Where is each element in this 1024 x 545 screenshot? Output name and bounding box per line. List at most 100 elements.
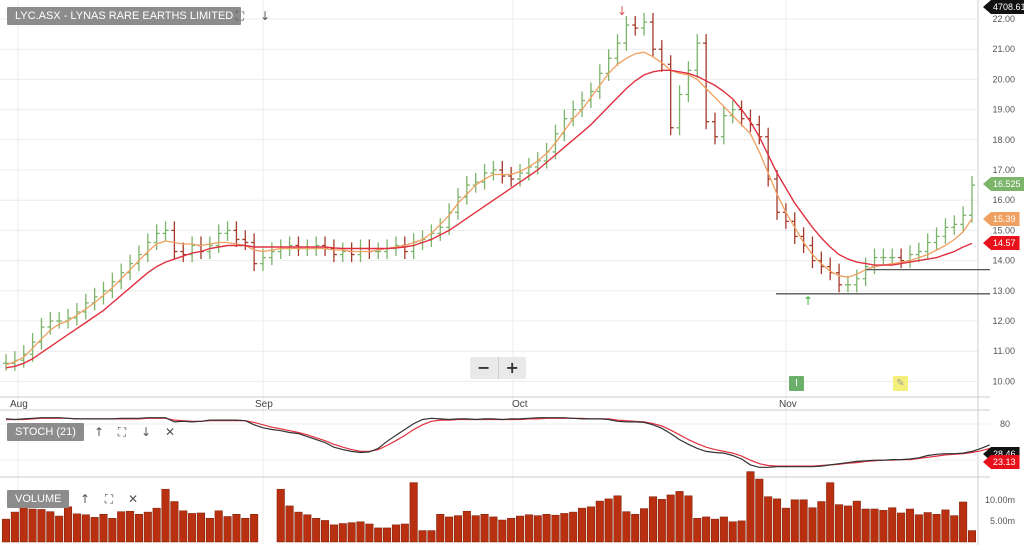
- price-tick-label: 18.00: [992, 135, 1015, 145]
- chart-title: LYC.ASX - LYNAS RARE EARTHS LIMITED: [7, 7, 242, 25]
- stoch-k-line: [5, 417, 990, 468]
- volume-bar: [285, 505, 294, 543]
- volume-bar: [365, 523, 374, 543]
- volume-bar: [312, 517, 321, 543]
- volume-bar: [338, 523, 347, 543]
- volume-bar: [702, 516, 711, 543]
- volume-bar: [99, 514, 108, 543]
- volume-bar: [471, 515, 480, 543]
- price-tick-label: 16.00: [992, 195, 1015, 205]
- volume-bar: [684, 495, 693, 543]
- volume-bar: [28, 508, 37, 543]
- close-icon[interactable]: ✕: [164, 425, 176, 439]
- volume-bar: [640, 508, 649, 543]
- support-lines: [776, 269, 990, 295]
- volume-bar: [250, 514, 259, 543]
- price-bars: [3, 12, 975, 371]
- volume-bar: [533, 515, 542, 543]
- volume-bar: [436, 514, 445, 543]
- close-icon[interactable]: ✕: [127, 492, 139, 506]
- arrow-down-icon[interactable]: ↓: [140, 425, 152, 439]
- volume-bar: [196, 512, 205, 543]
- volume-bar: [81, 514, 90, 543]
- ma-fast-tag: 15.39: [983, 212, 1020, 226]
- volume-bar: [64, 506, 73, 543]
- volume-bar: [507, 517, 516, 543]
- volume-bar: [799, 499, 808, 543]
- volume-bar: [551, 514, 560, 543]
- volume-bar: [462, 510, 471, 543]
- expand-icon[interactable]: ⛶: [104, 492, 114, 506]
- volume-bar: [152, 507, 161, 543]
- price-tick-label: 21.00: [992, 44, 1015, 54]
- volume-bar: [578, 507, 587, 543]
- volume-bar: [161, 488, 170, 543]
- zoom-in-button[interactable]: +: [505, 358, 519, 377]
- arrow-up-icon[interactable]: ↑: [93, 425, 105, 439]
- volume-bar: [1, 518, 11, 543]
- last-price-tag: 16.525: [983, 177, 1024, 191]
- volume-bar: [879, 510, 888, 543]
- volume-bar: [746, 471, 755, 543]
- volume-bar: [914, 514, 923, 543]
- volume-bar: [888, 507, 897, 543]
- volume-bar: [418, 530, 427, 543]
- volume-bar: [10, 511, 19, 543]
- volume-bar: [294, 511, 303, 543]
- date-tick-label: Nov: [779, 399, 797, 410]
- volume-bar: [622, 511, 631, 543]
- price-tick-label: 20.00: [992, 74, 1015, 84]
- volume-bar: [710, 518, 720, 543]
- arrow-down-icon: ↓: [617, 4, 627, 18]
- volume-bar: [932, 514, 941, 543]
- price-tick-label: 17.00: [992, 165, 1015, 175]
- volume-bar: [303, 514, 312, 543]
- volume-bar: [214, 510, 223, 543]
- pencil-icon[interactable]: ✎: [893, 376, 908, 391]
- volume-bar: [631, 514, 640, 543]
- volume-bar: [108, 517, 117, 543]
- stoch-tick-label: 80: [1000, 419, 1010, 429]
- volume-bar: [241, 517, 250, 543]
- volume-bar: [728, 521, 737, 543]
- stoch-label: STOCH (21): [7, 423, 84, 441]
- volume-bar: [409, 482, 418, 543]
- volume-bar: [516, 515, 525, 543]
- volume-bar: [950, 515, 959, 543]
- volume-bar: [445, 516, 454, 543]
- expand-icon[interactable]: ⛶: [235, 9, 245, 23]
- volume-bar: [595, 500, 604, 543]
- volume-bar: [179, 510, 188, 543]
- ma-slow-line: [5, 69, 973, 369]
- volume-bar: [321, 520, 330, 543]
- volume-bar: [967, 530, 977, 543]
- volume-bar: [347, 522, 356, 543]
- axis-labels: 22.00 21.00 20.00 19.00 18.00 17.00 16.00 15.00…: [10, 4, 1015, 526]
- volume-bar: [46, 511, 55, 543]
- volume-bar: [648, 496, 657, 543]
- volume-tick-label: 10.00m: [985, 495, 1015, 505]
- expand-icon[interactable]: ⛶: [117, 425, 127, 439]
- volume-bar: [90, 517, 99, 543]
- volume-bar: [737, 520, 746, 543]
- price-tick-label: 13.00: [992, 286, 1015, 296]
- date-tick-label: Oct: [512, 399, 528, 410]
- price-tick-label: 11.00: [993, 346, 1015, 356]
- volume-bar: [329, 524, 338, 543]
- volume-bar: [870, 508, 879, 543]
- arrow-down-icon[interactable]: ↓: [259, 9, 271, 23]
- volume-bar: [852, 500, 861, 543]
- zoom-out-button[interactable]: −: [470, 357, 499, 379]
- stoch-d-line: [6, 417, 990, 467]
- arrow-up-icon[interactable]: ↑: [79, 492, 91, 506]
- event-marker[interactable]: I: [789, 376, 804, 391]
- volume-bar: [835, 504, 844, 543]
- volume-bar: [604, 498, 613, 543]
- price-tick-label: 12.00: [992, 316, 1015, 326]
- volume-bar: [383, 527, 392, 543]
- volume-bar: [657, 499, 666, 543]
- volume-bar: [143, 511, 152, 543]
- volume-bar: [223, 516, 232, 543]
- price-tick-label: 15.00: [992, 225, 1015, 235]
